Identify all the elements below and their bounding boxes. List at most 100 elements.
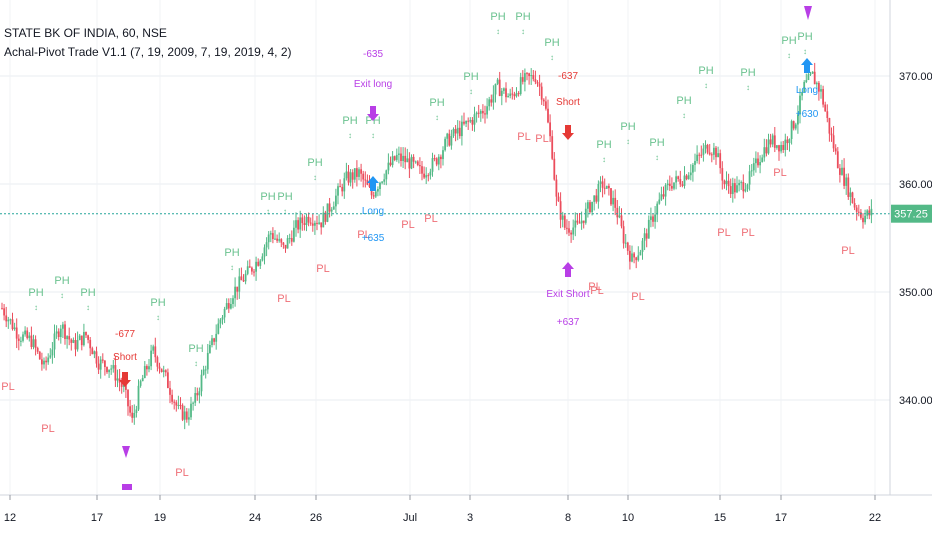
candle-body bbox=[30, 335, 33, 347]
candle-body bbox=[664, 185, 667, 197]
candle-body bbox=[729, 186, 732, 195]
candle-body bbox=[171, 394, 173, 402]
candle-body bbox=[589, 202, 591, 213]
candle-body bbox=[671, 186, 673, 189]
candle-body bbox=[479, 110, 482, 114]
candle-body bbox=[221, 317, 224, 320]
candle-body bbox=[53, 333, 56, 350]
pivot-high-label: PH bbox=[150, 297, 165, 309]
candle-body bbox=[570, 232, 572, 235]
candle-body bbox=[662, 194, 665, 197]
x-tick-label: 8 bbox=[565, 512, 571, 524]
candle-body bbox=[280, 239, 283, 243]
candle-body bbox=[511, 93, 514, 95]
candle-body bbox=[133, 412, 136, 418]
y-tick-label: 370.00 bbox=[899, 71, 932, 83]
candle-body bbox=[563, 215, 566, 228]
last-price-value: 357.25 bbox=[894, 209, 928, 221]
candle-body bbox=[192, 402, 194, 404]
candle-body bbox=[786, 139, 789, 144]
candle-body bbox=[284, 244, 287, 249]
candle-body bbox=[282, 242, 285, 245]
candle-body bbox=[524, 73, 526, 82]
candle-body bbox=[383, 179, 386, 182]
candle-body bbox=[675, 176, 677, 183]
candle-body bbox=[721, 168, 724, 181]
candle-body bbox=[765, 147, 768, 154]
candle-body bbox=[427, 175, 430, 177]
candle-body bbox=[374, 191, 377, 197]
candle-body bbox=[834, 148, 837, 152]
candle-body bbox=[723, 180, 726, 185]
candle-body bbox=[708, 152, 711, 155]
candle-body bbox=[110, 368, 113, 370]
candle-body bbox=[731, 183, 734, 195]
candle-body bbox=[62, 324, 64, 329]
candle-body bbox=[200, 374, 203, 392]
candle-body bbox=[43, 360, 45, 365]
candle-body bbox=[3, 308, 5, 316]
candle-body bbox=[152, 346, 155, 351]
candle-body bbox=[240, 276, 243, 281]
pivot-high-tick: ↕ bbox=[626, 137, 630, 146]
candle-body bbox=[322, 212, 325, 228]
chart-grid bbox=[0, 0, 890, 495]
candle-body bbox=[301, 217, 304, 224]
exit-long-arrow bbox=[367, 106, 379, 121]
candle-body bbox=[503, 88, 505, 91]
candle-body bbox=[692, 164, 694, 173]
candle-body bbox=[87, 335, 89, 340]
candle-body bbox=[238, 276, 241, 292]
candle-body bbox=[160, 368, 163, 372]
exit-long-value: -635 bbox=[363, 49, 383, 60]
candle-body bbox=[656, 203, 659, 215]
candle-body bbox=[633, 253, 635, 258]
candle-body bbox=[414, 161, 417, 163]
candle-body bbox=[114, 365, 117, 381]
pivot-low-label: PL bbox=[631, 291, 644, 303]
candle-body bbox=[773, 135, 776, 148]
candle-body bbox=[99, 359, 102, 370]
candle-body bbox=[332, 206, 335, 210]
candle-body bbox=[269, 233, 272, 235]
candle-body bbox=[486, 106, 488, 115]
candle-body bbox=[870, 208, 873, 216]
x-tick-label: 10 bbox=[622, 512, 634, 524]
candle-body bbox=[89, 339, 92, 349]
candle-body bbox=[444, 138, 446, 151]
candle-body bbox=[339, 186, 341, 188]
candle-body bbox=[395, 154, 398, 160]
candle-body bbox=[629, 250, 631, 262]
candle-body bbox=[379, 182, 381, 190]
candle-body bbox=[263, 247, 266, 257]
candle-body bbox=[540, 86, 543, 100]
pivot-high-tick: ↕ bbox=[746, 83, 750, 92]
candle-body bbox=[248, 266, 251, 268]
candlestick-series bbox=[1, 62, 873, 430]
candle-body bbox=[528, 73, 530, 77]
candle-body bbox=[706, 144, 709, 153]
candle-body bbox=[788, 139, 791, 144]
candle-body bbox=[59, 328, 62, 337]
candle-body bbox=[694, 161, 696, 165]
candle-body bbox=[790, 121, 793, 140]
candle-body bbox=[673, 182, 675, 189]
candle-body bbox=[860, 212, 862, 218]
candle-body bbox=[230, 304, 232, 309]
candle-body bbox=[34, 339, 37, 349]
candle-body bbox=[521, 77, 524, 82]
candle-body bbox=[127, 389, 129, 407]
candle-body bbox=[843, 167, 845, 186]
pivot-low-label: PL bbox=[841, 245, 854, 257]
signal-markers: PH ↕ PH ↕ PH ↕ PH ↕ PH ↕ PH ↕ PH ↕ PH ↕ PH ↕ PH ↕ PH ↕ PH ↕ PH ↕ P… bbox=[1, 6, 855, 490]
candle-body bbox=[347, 171, 350, 183]
candle-body bbox=[381, 181, 383, 183]
candle-body bbox=[484, 113, 486, 115]
candle-body bbox=[668, 183, 671, 187]
candle-body bbox=[265, 242, 268, 248]
short-1-value: -677 bbox=[115, 329, 135, 340]
candle-body bbox=[372, 195, 375, 197]
candle-body bbox=[734, 183, 736, 193]
pivot-high-label: PH bbox=[698, 65, 713, 77]
